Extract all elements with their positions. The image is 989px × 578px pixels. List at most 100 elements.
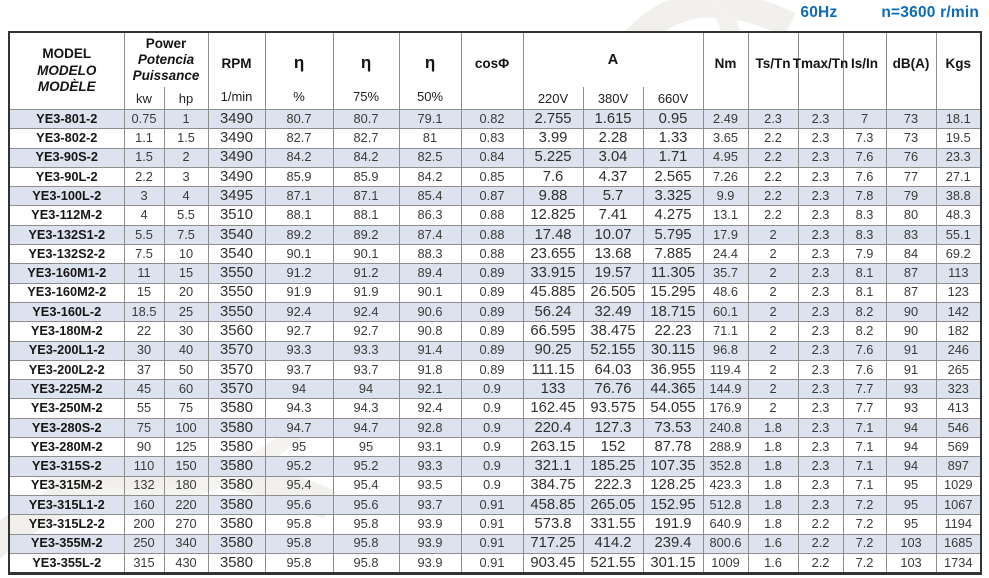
cell-a_660v: 4.275	[642, 205, 704, 226]
cell-dba: 73	[885, 108, 937, 130]
cell-eta_75: 91.9	[332, 282, 400, 303]
cell-a_380v: 26.505	[582, 282, 644, 303]
cell-nm: 423.3	[702, 475, 749, 496]
cell-eta_50: 84.2	[398, 166, 462, 188]
cell-nm: 3.65	[702, 128, 749, 149]
cell-ts_tn: 2	[747, 340, 799, 361]
cell-nm: 7.26	[702, 166, 749, 188]
cell-kw: 2.2	[123, 166, 165, 188]
cell-eta_50: 90.8	[398, 321, 462, 342]
table-row: YE3-112M-2 4 5.5 3510 88.1 88.1 86.3 0.88 12.825…	[8, 205, 982, 226]
cell-eta_50: 89.4	[398, 263, 462, 284]
cell-eta_50: 88.3	[398, 244, 462, 265]
cell-kgs: 19.5	[935, 128, 982, 149]
cell-kw: 15	[123, 282, 165, 303]
cell-hp: 270	[163, 514, 209, 535]
cell-ts_tn: 1.8	[747, 437, 799, 458]
cell-is_in: 8.2	[842, 321, 887, 342]
cell-a_660v: 22.23	[642, 321, 704, 342]
cell-cos_phi: 0.91	[460, 552, 524, 575]
table-row: YE3-355M-2 250 340 3580 95.8 95.8 93.9 0.91 717.…	[8, 533, 982, 554]
cell-model: YE3-801-2	[8, 108, 125, 130]
col-header-kgs: Kgs	[935, 31, 982, 110]
cell-a_660v: 1.71	[642, 147, 704, 168]
cell-tmax_tn: 2.2	[797, 514, 844, 535]
cell-model: YE3-315S-2	[8, 456, 125, 477]
cell-ts_tn: 2	[747, 359, 799, 381]
cell-eta_100: 91.9	[264, 282, 334, 303]
cell-model: YE3-132S1-2	[8, 224, 125, 246]
rpm-title: RPM	[221, 55, 252, 71]
cell-nm: 48.6	[702, 282, 749, 303]
cell-rpm: 3580	[207, 494, 266, 516]
cell-cos_phi: 0.89	[460, 263, 524, 284]
cell-rpm: 3580	[207, 533, 266, 554]
cell-ts_tn: 2	[747, 224, 799, 246]
cell-model: YE3-160M1-2	[8, 263, 125, 284]
col-header-ts-tn: Ts/Tn	[747, 31, 799, 110]
cell-eta_75: 90.1	[332, 244, 400, 265]
cell-tmax_tn: 2.3	[797, 456, 844, 477]
eta-100-title: η	[293, 53, 305, 72]
cell-model: YE3-90S-2	[8, 147, 125, 168]
cell-kgs: 38.8	[935, 186, 982, 207]
cell-eta_100: 95.6	[264, 494, 334, 516]
cell-a_380v: 32.49	[582, 301, 644, 323]
cell-a_380v: 76.76	[582, 379, 644, 400]
cell-kgs: 265	[935, 359, 982, 381]
cell-model: YE3-315L2-2	[8, 514, 125, 535]
cell-cos_phi: 0.88	[460, 244, 524, 265]
cell-tmax_tn: 2.3	[797, 494, 844, 516]
cell-ts_tn: 2	[747, 398, 799, 419]
cell-eta_100: 85.9	[264, 166, 334, 188]
table-row: YE3-180M-2 22 30 3560 92.7 92.7 90.8 0.89 66.595…	[8, 321, 982, 342]
cell-a_220v: 56.24	[522, 301, 584, 323]
cell-kgs: 1067	[935, 494, 982, 516]
cell-eta_75: 95.8	[332, 533, 400, 554]
cell-nm: 800.6	[702, 533, 749, 554]
cell-rpm: 3510	[207, 205, 266, 226]
cell-a_660v: 0.95	[642, 108, 704, 130]
cell-eta_75: 85.9	[332, 166, 400, 188]
cell-hp: 4	[163, 186, 209, 207]
table-row: YE3-90L-2 2.2 3 3490 85.9 85.9 84.2 0.85 7.6 4.37…	[8, 166, 982, 188]
cell-eta_100: 88.1	[264, 205, 334, 226]
cell-kw: 7.5	[123, 244, 165, 265]
cell-kw: 55	[123, 398, 165, 419]
cell-dba: 90	[885, 321, 937, 342]
cell-eta_75: 95.2	[332, 456, 400, 477]
cell-a_220v: 9.88	[522, 186, 584, 207]
cell-cos_phi: 0.89	[460, 340, 524, 361]
cell-eta_50: 90.6	[398, 301, 462, 323]
cell-a_660v: 152.95	[642, 494, 704, 516]
cell-eta_50: 93.7	[398, 494, 462, 516]
cell-rpm: 3540	[207, 244, 266, 265]
cell-is_in: 7.2	[842, 494, 887, 516]
cell-model: YE3-160M2-2	[8, 282, 125, 303]
cell-kgs: 1685	[935, 533, 982, 554]
cell-a_660v: 73.53	[642, 417, 704, 439]
rpm-unit: 1/min	[220, 89, 253, 104]
cell-dba: 87	[885, 263, 937, 284]
cell-nm: 96.8	[702, 340, 749, 361]
cell-ts_tn: 2	[747, 282, 799, 303]
cell-a_220v: 111.15	[522, 359, 584, 381]
table-row: YE3-225M-2 45 60 3570 94 94 92.1 0.9 133 76.76 44.…	[8, 379, 982, 400]
subheader-kw: kw	[123, 87, 165, 110]
cell-tmax_tn: 2.2	[797, 533, 844, 554]
cell-nm: 9.9	[702, 186, 749, 207]
cell-dba: 79	[885, 186, 937, 207]
cell-tmax_tn: 2.3	[797, 128, 844, 149]
model-label-fr: MODÈLE	[37, 79, 96, 95]
cell-model: YE3-802-2	[8, 128, 125, 149]
cell-rpm: 3490	[207, 108, 266, 130]
cell-model: YE3-355M-2	[8, 533, 125, 554]
cell-eta_100: 91.2	[264, 263, 334, 284]
col-header-model: MODEL MODELO MODÈLE	[8, 31, 125, 110]
dba-label: dB(A)	[892, 55, 930, 71]
table-row: YE3-90S-2 1.5 2 3490 84.2 84.2 82.5 0.84 5.225 3.…	[8, 147, 982, 168]
cell-nm: 35.7	[702, 263, 749, 284]
table-row: YE3-801-2 0.75 1 3490 80.7 80.7 79.1 0.82 2.755 1…	[8, 108, 982, 130]
table-row: YE3-315L2-2 200 270 3580 95.8 95.8 93.9 0.91 573…	[8, 514, 982, 535]
cell-eta_100: 93.7	[264, 359, 334, 381]
